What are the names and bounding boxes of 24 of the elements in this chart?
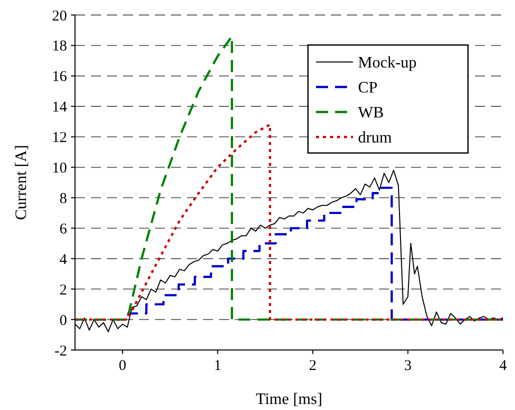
y-tick-label: 14 (52, 100, 68, 116)
x-tick-label: 4 (499, 358, 508, 374)
x-tick-label: 3 (404, 358, 412, 374)
y-tick-label: 20 (52, 8, 67, 24)
x-tick-label: 0 (118, 358, 126, 374)
y-tick-label: 12 (52, 130, 67, 146)
y-tick-label: 18 (52, 38, 67, 55)
line-series (75, 124, 503, 321)
x-tick-label: 1 (214, 358, 222, 374)
legend-label: CP (358, 80, 378, 97)
x-tick-label: 2 (309, 358, 317, 374)
y-tick-label: 4 (60, 252, 68, 268)
y-tick-label: 10 (52, 160, 67, 177)
y-tick-label: 6 (60, 221, 68, 238)
y-tick-label: -2 (54, 343, 67, 360)
legend-label: WB (358, 104, 384, 122)
y-tick-label: 8 (60, 190, 67, 207)
legend-label: drum (358, 130, 392, 147)
y-tick-label: 2 (60, 282, 67, 298)
x-axis-title: Time [ms] (256, 391, 322, 408)
y-tick-label: 16 (52, 69, 68, 86)
y-tick-label: 0 (60, 312, 67, 329)
y-axis-title: Current [A] (13, 144, 30, 220)
legend-label: Mock-up (358, 54, 417, 72)
